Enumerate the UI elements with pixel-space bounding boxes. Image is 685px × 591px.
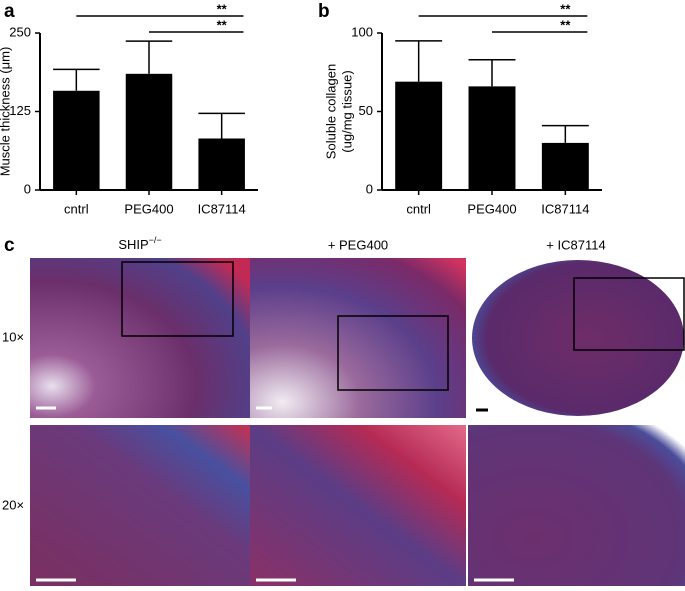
y-tick-label: 50 [359,103,373,118]
significance-label: ** [560,1,571,16]
y-tick-label: 0 [366,181,373,196]
inset-box [121,261,234,337]
row-label: 20× [2,497,24,512]
y-axis-label: Soluble collagen [323,64,338,159]
image [30,258,250,418]
y-tick-label: 125 [9,103,31,118]
bar [53,90,100,190]
inset-box [337,315,449,391]
panel-label: a [4,1,15,22]
bar [395,81,443,190]
x-tick-label: PEG400 [467,201,516,216]
y-axis-label: (ug/mg tissue) [339,70,354,152]
bar [125,73,173,190]
image [250,425,466,586]
column-label: + IC87114 [546,237,605,252]
y-tick-label: 0 [24,181,31,196]
bar [541,142,589,190]
bar [468,86,516,190]
panel-label: c [4,235,15,256]
significance-label: ** [217,1,228,16]
x-tick-label: cntrl [64,201,89,216]
row-label: 10× [2,329,24,344]
bar [198,138,245,190]
image [468,425,685,586]
y-tick-label: 100 [351,24,373,39]
image [250,258,466,418]
y-tick-label: 250 [9,24,31,39]
column-label: + PEG400 [328,237,388,252]
y-axis-label: Muscle thickness (μm) [0,47,12,177]
column-label: SHIP−/− [118,235,161,252]
x-tick-label: IC87114 [198,201,246,216]
panel-label: b [318,1,330,22]
significance-label: ** [560,17,571,32]
image [30,425,250,586]
x-tick-label: cntrl [406,201,431,216]
inset-box [573,277,685,351]
x-tick-label: IC87114 [541,201,589,216]
significance-label: ** [217,17,228,32]
histology-images [30,258,685,586]
x-tick-label: PEG400 [124,201,173,216]
image [472,260,684,416]
